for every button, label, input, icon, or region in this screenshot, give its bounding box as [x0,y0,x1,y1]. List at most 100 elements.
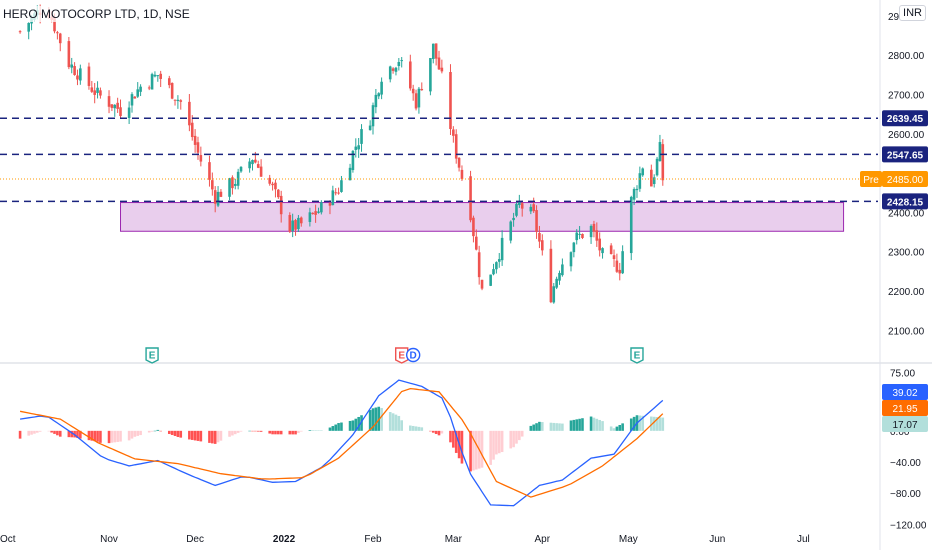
macd-hist-bar [156,429,160,431]
candle-body [449,72,452,130]
candle-body [288,215,292,232]
candle-body [535,210,538,232]
candle-body [652,177,656,185]
candle-body [555,278,558,288]
macd-hist-bar [167,430,171,434]
candle-body [411,88,415,94]
candle-body [632,189,636,200]
candle-body [540,240,544,251]
macd-hist-bar [592,417,596,431]
pre-price-label: 2485.00 [887,175,924,186]
macd-hist-bar [540,422,544,431]
candle-body [500,237,504,261]
candle-body [549,248,553,303]
candle-body [558,272,561,281]
candle-body [76,75,79,80]
macd-tick-label: 0.00 [890,427,910,438]
macd-hist-bar [96,430,99,442]
horizontal-levels[interactable]: 2639.45 2547.65 2428.15 Pre 2485.00 [0,110,928,210]
candle-body [113,104,117,109]
macd-hist-bar [288,430,292,435]
macd-hist-bar [520,430,524,437]
candle-body [452,129,455,136]
macd-hist-bar [33,430,36,434]
macd-hist-bar [216,430,220,443]
candle-body [532,204,535,212]
currency-badge[interactable]: INR [899,5,926,21]
macd-hist-bar [130,430,134,439]
candle-body [110,104,114,108]
candle-body [475,236,478,250]
candle-body [598,238,601,251]
macd-hist-bar [291,430,294,435]
macd-hist-bar [274,430,277,435]
macd-hist-bar [615,426,619,431]
candle-body [196,142,200,153]
macd-hist-bar [136,430,140,436]
candle-body [291,220,294,231]
level-label-bg [882,110,928,127]
macd-hist-bar [113,430,117,443]
candle-body [520,203,524,209]
candle-body [609,245,613,255]
candle-body [589,225,593,238]
candle-body [374,94,378,108]
candle-body [371,105,375,127]
macd-histogram [18,406,665,472]
level-label-bg [882,193,928,210]
candle-body [477,252,481,278]
macd-hist-bar [150,430,154,432]
earnings-marker [145,347,159,364]
candle-body [199,155,203,162]
candle-body [93,90,96,95]
macd-hist-bar [47,430,51,432]
candle-body [271,183,274,186]
macd-hist-bar [170,430,174,435]
macd-hist-bar [159,430,162,432]
support-zone[interactable] [120,202,845,232]
macd-hist-bar [529,425,533,431]
macd-hist-bar [414,426,418,431]
macd-hist-bar [368,410,372,431]
macd-hist-bar [53,430,56,434]
macd-hist-bar [575,419,579,431]
candle-body [320,202,323,213]
macd-value-label: 39.02 [892,388,917,399]
candle-body [357,145,360,150]
macd-hist-bar [271,430,274,435]
macd-value-bg [882,416,928,432]
macd-hist-bar [452,430,455,448]
macd-hist-bar [294,430,297,435]
macd-hist-bar [434,430,438,434]
candle-body [219,191,223,197]
candle-body [79,68,82,81]
macd-value-bg [882,384,928,400]
candle-body [179,100,183,102]
event-letter: E [149,351,156,362]
candle-body [578,233,581,235]
macd-hist-bar [538,421,541,431]
price-tick-label: 2600.00 [888,130,925,141]
macd-hist-bar [449,430,452,443]
macd-hist-bar [641,415,645,431]
macd-hist-bar [317,430,320,431]
chart-symbol-title[interactable]: HERO MOTOCORP LTD, 1D, NSE [0,6,193,22]
candle-body [661,144,665,181]
macd-hist-bar [429,430,432,432]
macd-hist-bar [259,430,263,432]
candle-body [56,32,59,34]
level-label: 2428.15 [887,197,924,208]
macd-hist-bar [116,430,119,442]
candle-body [53,17,56,32]
macd-hist-bar [196,430,200,441]
candle-body [153,74,157,77]
macd-lines [19,379,664,507]
x-tick-label: May [619,534,638,545]
macd-hist-bar [76,430,79,438]
macd-hist-bar [36,430,39,433]
candle-body [27,22,30,32]
support-zone-rect[interactable] [120,202,845,232]
candle-body [431,43,435,60]
